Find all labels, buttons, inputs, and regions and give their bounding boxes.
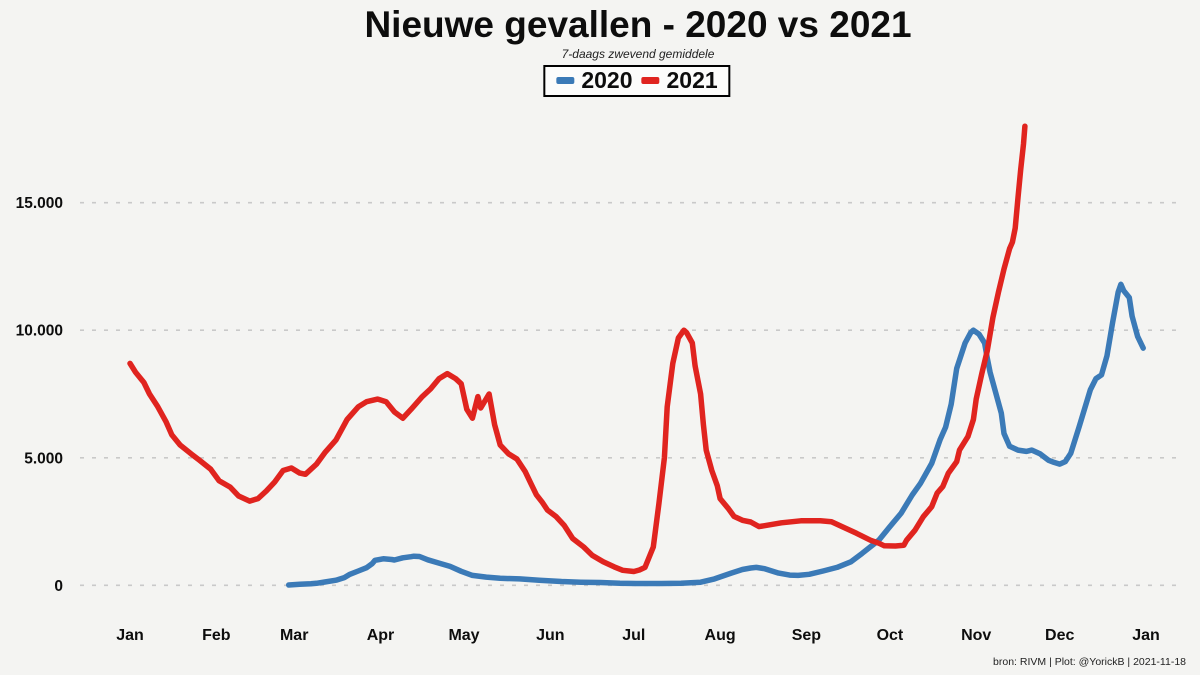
legend-label-2021: 2021 bbox=[666, 67, 718, 93]
legend-item-2021: 2021 bbox=[641, 67, 718, 93]
legend-label-2020: 2020 bbox=[581, 67, 633, 93]
y-tick-label: 0 bbox=[54, 578, 63, 595]
x-tick-label: Jan bbox=[1132, 627, 1160, 644]
x-tick-label: Nov bbox=[961, 627, 991, 644]
chart-subtitle: 7-daags zwevend gemiddele bbox=[561, 47, 715, 61]
x-tick-label: Jul bbox=[622, 627, 645, 644]
legend-swatch-2020-icon bbox=[556, 77, 575, 84]
x-tick-label: Jun bbox=[536, 627, 564, 644]
x-tick-label: Jan bbox=[116, 627, 144, 644]
y-tick-label: 10.000 bbox=[16, 323, 63, 340]
legend-item-2020: 2020 bbox=[556, 67, 633, 93]
series-line-2021 bbox=[127, 123, 1028, 575]
series-line-2020 bbox=[285, 281, 1146, 588]
y-tick-label: 5.000 bbox=[24, 450, 63, 467]
x-tick-label: Feb bbox=[202, 627, 231, 644]
x-tick-label: Oct bbox=[877, 627, 904, 644]
y-tick-label: 15.000 bbox=[16, 195, 63, 212]
attribution: bron: RIVM | Plot: @YorickB | 2021-11-18 bbox=[993, 656, 1186, 668]
x-tick-label: Dec bbox=[1045, 627, 1074, 644]
x-tick-label: Sep bbox=[792, 627, 822, 644]
x-tick-label: May bbox=[448, 627, 479, 644]
x-tick-label: Apr bbox=[367, 627, 395, 644]
legend-swatch-2021-icon bbox=[641, 77, 660, 84]
x-tick-label: Aug bbox=[705, 627, 736, 644]
legend: 2020 2021 bbox=[543, 65, 731, 97]
x-tick-label: Mar bbox=[280, 627, 308, 644]
chart-title: Nieuwe gevallen - 2020 vs 2021 bbox=[364, 4, 912, 45]
